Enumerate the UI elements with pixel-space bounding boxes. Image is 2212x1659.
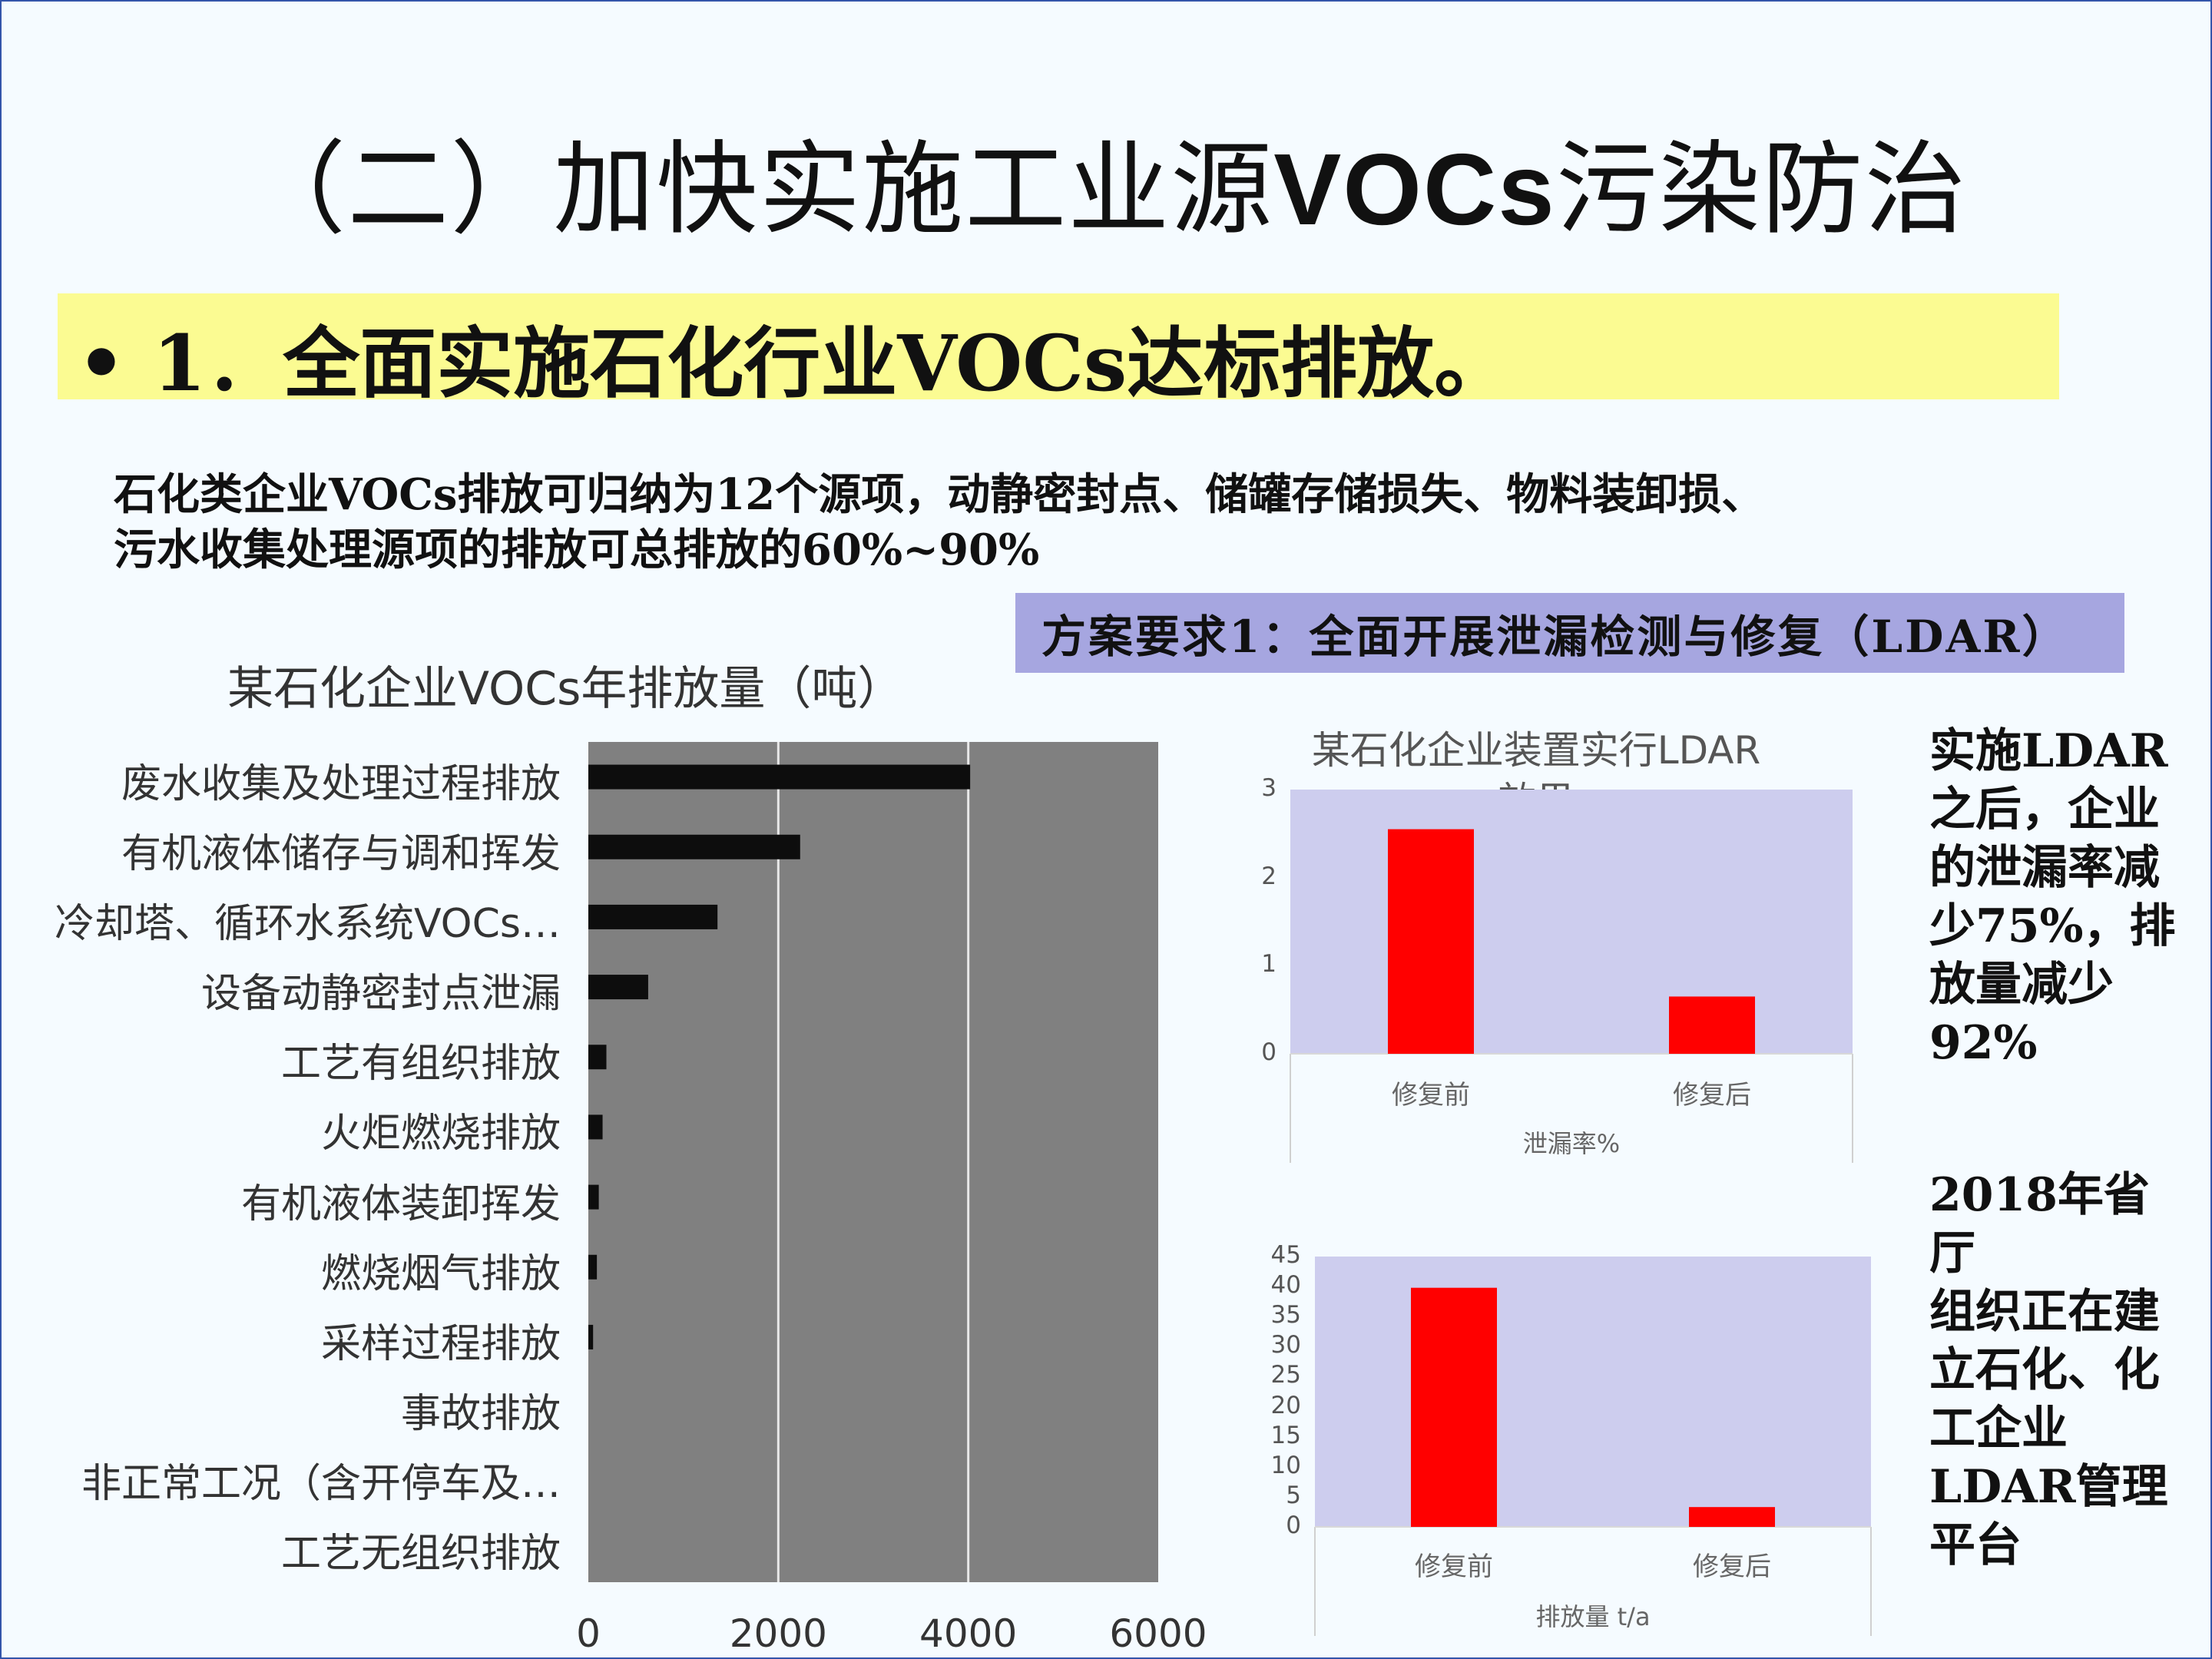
- chart1-x-tick: 4000: [919, 1611, 1018, 1656]
- plan-box: [1015, 593, 2124, 673]
- note1-line: 少75%，排: [1929, 899, 2176, 953]
- chart3-y-tick: 10: [1270, 1451, 1301, 1479]
- chart3-y-tick: 15: [1270, 1421, 1301, 1449]
- chart2-bar: [1669, 996, 1755, 1054]
- chart1-category-label: 燃烧烟气排放: [320, 1250, 561, 1297]
- note2-line: 工企业: [1929, 1402, 2068, 1455]
- chart3-y-tick: 35: [1270, 1301, 1301, 1330]
- title-part-2: VOCs: [1273, 133, 1556, 246]
- note1-line: 实施LDAR: [1929, 724, 2168, 778]
- chart1-x-tick: 2000: [729, 1611, 827, 1656]
- chart3-plot-area: [1315, 1257, 1871, 1527]
- chart3-bar: [1689, 1507, 1775, 1527]
- chart3-y-tick: 0: [1286, 1512, 1301, 1539]
- chart1-title: 某石化企业VOCs年排放量（吨）: [227, 662, 904, 716]
- chart1-category-label: 非正常工况（含开停车及…: [81, 1461, 561, 1508]
- chart2-y-tick: 2: [1261, 862, 1277, 890]
- chart2-title: 某石化企业装置实行LDAR 效果: [1275, 725, 1797, 826]
- chart1-bar: [588, 1324, 594, 1349]
- plan-text: 方案要求1：全面开展泄漏检测与修复（LDAR）: [1041, 611, 2069, 663]
- side-note-2: 2018年省厅 组织正在建 立石化、化 工企业 LDAR管理 平台: [1929, 1166, 2190, 1575]
- chart3-y-tick: 40: [1270, 1271, 1301, 1300]
- chart1-category-label: 事故排放: [400, 1391, 561, 1438]
- title-part-3: 污染防治: [1555, 131, 1968, 249]
- chart1-category-label: 工艺有组织排放: [280, 1041, 561, 1088]
- note2-line: 立石化、化: [1929, 1343, 2160, 1397]
- chart2-y-tick: 1: [1261, 950, 1277, 979]
- chart2-category-label: 修复前: [1392, 1080, 1470, 1111]
- chart1-bar: [588, 1254, 598, 1280]
- chart1-category-label: 废水收集及处理过程排放: [121, 760, 561, 807]
- note2-line: 平台: [1929, 1518, 2022, 1572]
- title-part-1: （二）加快实施工业源: [244, 131, 1274, 249]
- chart2-plot-area: [1290, 790, 1853, 1054]
- chart1-category-label: 设备动静密封点泄漏: [200, 971, 561, 1018]
- chart1-bar: [588, 904, 718, 929]
- section-subtitle: • 1．全面实施石化行业VOCs达标排放。: [77, 318, 1512, 409]
- chart1-category-label: 工艺无组织排放: [280, 1531, 561, 1578]
- intro-line-2: 污水收集处理源项的排放可总排放的60%~90%: [114, 525, 1040, 575]
- chart1-bar: [588, 1114, 603, 1140]
- chart2-title-line-1: 某石化企业装置实行LDAR: [1311, 728, 1761, 773]
- chart2-category-label: 修复后: [1673, 1080, 1751, 1111]
- subtitle-highlight: [58, 293, 2059, 399]
- note1-line: 的泄漏率减: [1929, 841, 2160, 895]
- chart1-x-tick: 6000: [1109, 1611, 1207, 1656]
- note2-line: 2018年省厅: [1929, 1168, 2150, 1280]
- chart3-y-tick: 5: [1286, 1481, 1301, 1509]
- note2-line: 组织正在建: [1929, 1285, 2160, 1339]
- chart3-category-label: 修复前: [1415, 1551, 1493, 1582]
- note1-line: 92%: [1929, 1016, 2038, 1070]
- chart2-y-tick: 0: [1261, 1038, 1277, 1066]
- page-title: （二）加快实施工业源VOCs污染防治: [0, 108, 2212, 254]
- chart1-category-label: 有机液体装卸挥发: [240, 1181, 561, 1227]
- chart2-y-tick: 3: [1261, 774, 1277, 802]
- note1-line: 放量减少: [1929, 958, 2114, 1012]
- chart1-plot-area: [588, 742, 1158, 1582]
- chart1-category-label: 采样过程排放: [320, 1320, 561, 1367]
- chart3-y-tick: 20: [1270, 1391, 1301, 1419]
- chart1-bar: [588, 834, 800, 859]
- chart1-bar: [588, 975, 648, 1000]
- intro-line-1: 石化类企业VOCs排放可归纳为12个源项，动静密封点、储罐存储损失、物料装卸损、: [114, 469, 1765, 520]
- chart1-category-label: 火炬燃烧排放: [320, 1111, 561, 1157]
- chart3-category-label: 修复后: [1693, 1551, 1771, 1582]
- chart3-x-axis-title: 排放量 t/a: [1535, 1602, 1651, 1631]
- chart1-bar: [588, 764, 971, 790]
- chart3-bar: [1411, 1287, 1497, 1527]
- chart3-y-tick: 25: [1270, 1361, 1301, 1389]
- chart3-y-tick: 45: [1270, 1241, 1301, 1269]
- side-note-1: 实施LDAR 之后，企业 的泄漏率减 少75%，排 放量减少 92%: [1929, 722, 2190, 1072]
- chart3-y-tick: 30: [1270, 1331, 1301, 1359]
- chart1-category-label: 冷却塔、循环水系统VOCs…: [55, 900, 561, 947]
- chart2-x-axis-title: 泄漏率%: [1522, 1129, 1621, 1158]
- chart2-bar: [1388, 829, 1474, 1054]
- note2-line: LDAR管理: [1929, 1460, 2168, 1514]
- intro-text: 石化类企业VOCs排放可归纳为12个源项，动静密封点、储罐存储损失、物料装卸损、…: [114, 467, 2111, 578]
- chart1-bar: [588, 1184, 599, 1210]
- chart1-category-label: 有机液体储存与调和挥发: [121, 830, 561, 877]
- chart1-x-tick: 0: [576, 1611, 601, 1656]
- chart1-bar: [588, 1045, 607, 1070]
- note1-line: 之后，企业: [1929, 783, 2160, 836]
